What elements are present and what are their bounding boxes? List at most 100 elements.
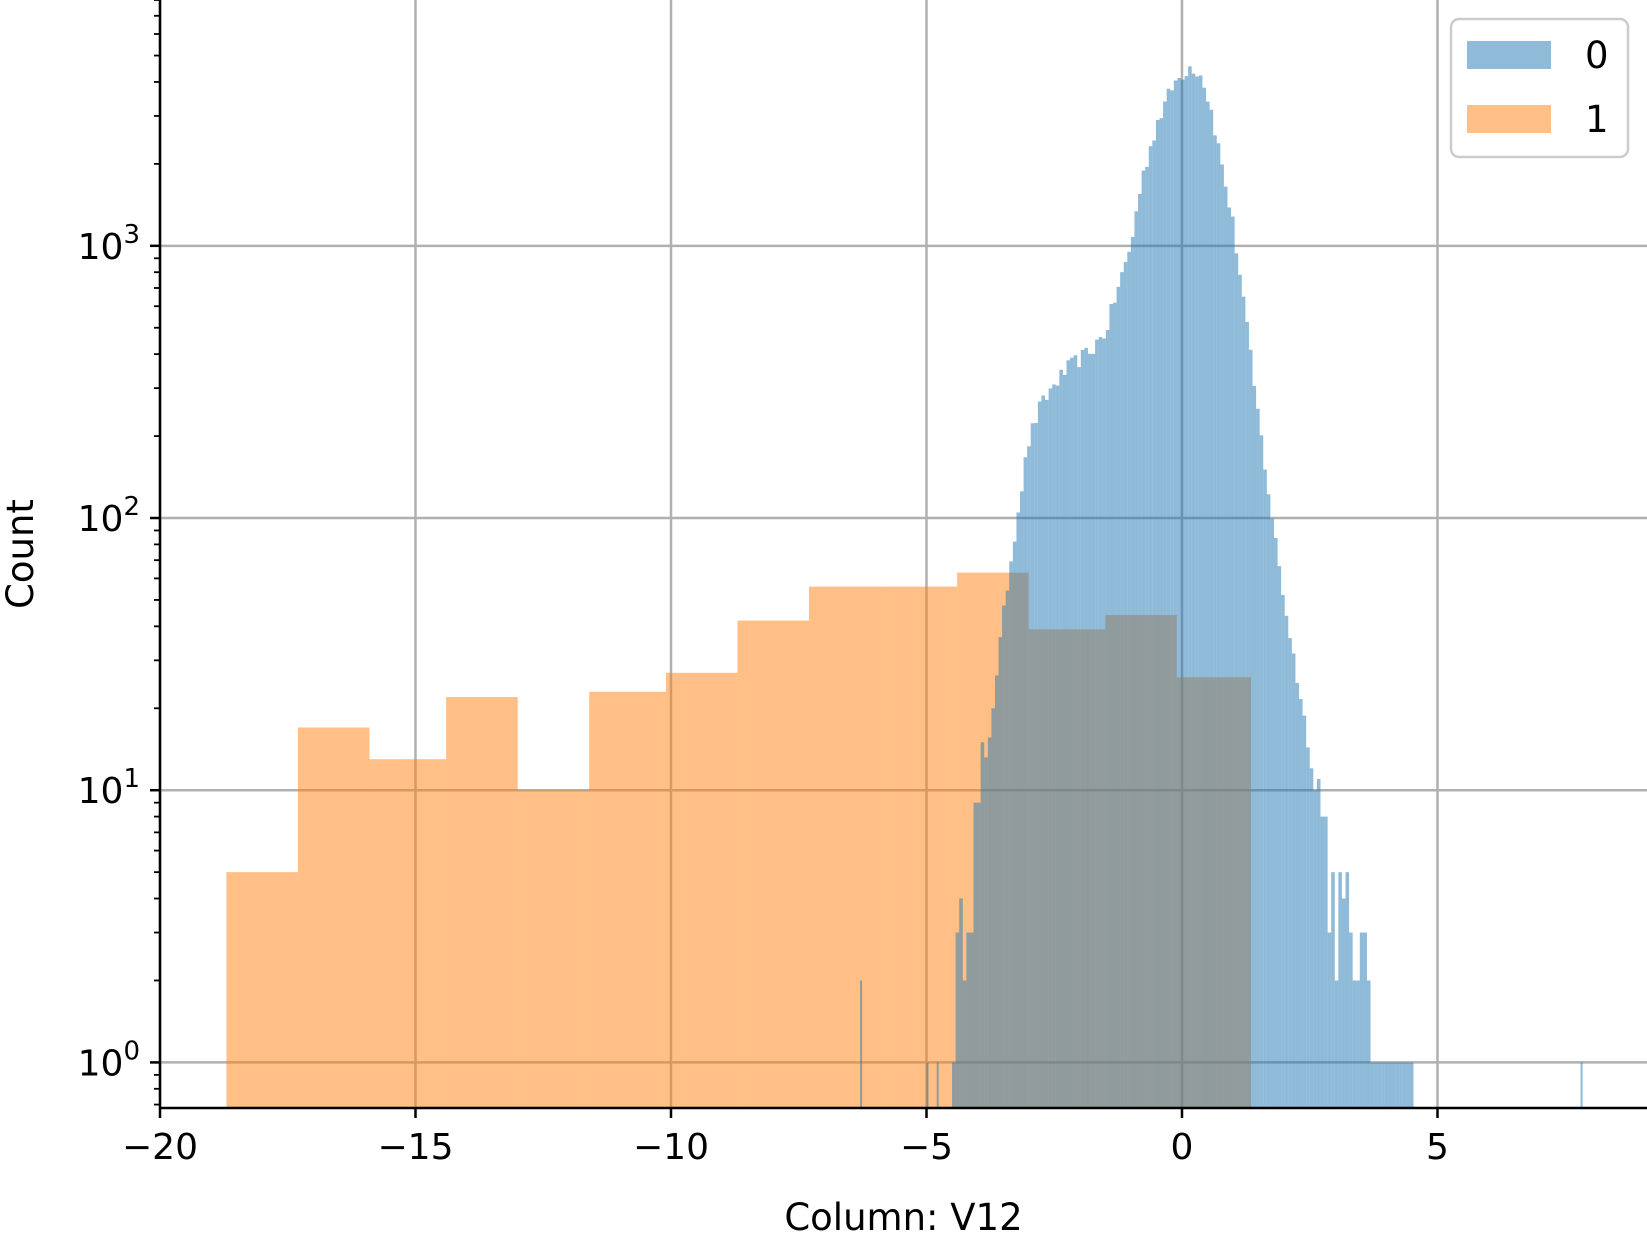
- histogram-bar-series-0: [1062, 374, 1067, 1108]
- histogram-bar-series-0: [1037, 401, 1042, 1109]
- x-tick-label: −10: [633, 1127, 709, 1168]
- histogram-bar-series-0: [1338, 872, 1342, 1108]
- histogram-bar-series-0: [994, 675, 999, 1108]
- histogram-bar-series-0: [1259, 435, 1264, 1109]
- histogram-bar-series-0: [1188, 66, 1192, 1108]
- histogram-bar-series-0: [1102, 338, 1106, 1108]
- histogram-bar-series-0: [1341, 898, 1346, 1108]
- histogram-bar-series-0: [1173, 80, 1178, 1109]
- histogram-bar-series-0: [1220, 164, 1224, 1108]
- histogram-bar-series-0: [1034, 423, 1038, 1108]
- histogram-bar-series-0: [1138, 193, 1142, 1109]
- histogram-bar-series-0: [969, 932, 974, 1108]
- histogram-bar-series-0: [1087, 353, 1092, 1108]
- histogram-bar-series-0: [1113, 302, 1117, 1108]
- histogram-bar-series-0: [1195, 76, 1199, 1108]
- histogram-bar-series-0: [1349, 932, 1353, 1108]
- histogram-bar-series-0: [1327, 932, 1332, 1108]
- histogram-bar-series-0: [1288, 638, 1292, 1108]
- histogram-bar-series-0: [1105, 329, 1110, 1109]
- x-tick-label: 5: [1426, 1127, 1449, 1168]
- histogram-bar-series-0: [1309, 768, 1314, 1108]
- histogram-bar-series-0: [1059, 369, 1063, 1108]
- legend-label-series-1: 1: [1585, 98, 1609, 141]
- histogram-bar-series-0: [1077, 367, 1081, 1108]
- histogram-bar-series-1: [665, 672, 738, 1108]
- histogram-bar-series-0: [1299, 698, 1303, 1108]
- histogram-bar-series-0: [1377, 1062, 1382, 1108]
- histogram-bar-series-0: [1252, 385, 1257, 1109]
- histogram-bar-series-0: [1302, 715, 1307, 1108]
- histogram-bar-series-0: [1020, 491, 1024, 1108]
- x-tick-label: −5: [900, 1127, 953, 1168]
- histogram-bar-series-0: [936, 1062, 939, 1108]
- histogram-bar-series-1: [737, 620, 809, 1108]
- histogram-bar-series-0: [1170, 90, 1174, 1108]
- histogram-bar-series-0: [1070, 357, 1074, 1108]
- histogram-bar-series-0: [1273, 537, 1278, 1108]
- histogram-bar-series-0: [962, 980, 967, 1108]
- legend-label-series-0: 0: [1585, 34, 1609, 77]
- histogram-bar-series-0: [1198, 75, 1203, 1109]
- histogram-bar-series-0: [1123, 261, 1128, 1109]
- histogram-bar-series-0: [1030, 423, 1035, 1108]
- x-tick-label: −20: [122, 1127, 198, 1168]
- histogram-bar-series-0: [1223, 186, 1228, 1108]
- histogram-bar-series-0: [1055, 385, 1060, 1108]
- histogram-bar-series-0: [1109, 304, 1114, 1109]
- histogram-bar-series-0: [1191, 73, 1196, 1108]
- x-tick-label: 0: [1171, 1127, 1194, 1168]
- histogram-bar-series-1: [808, 586, 886, 1108]
- histogram-bar-series-0: [1306, 747, 1310, 1108]
- histogram-bar-series-0: [1066, 360, 1071, 1109]
- histogram-bar-series-0: [955, 932, 960, 1108]
- histogram-bar-series-0: [984, 757, 988, 1108]
- histogram-bar-series-0: [1331, 872, 1335, 1108]
- histogram-bar-series-0: [1313, 790, 1317, 1108]
- histogram-bar-series-0: [1345, 872, 1350, 1108]
- histogram-bar-series-0: [1359, 932, 1364, 1108]
- histogram-bar-series-0: [1177, 78, 1181, 1109]
- histogram-bar-series-0: [998, 637, 1003, 1108]
- histogram-bar-series-0: [1152, 140, 1156, 1109]
- histogram-bar-series-0: [1238, 274, 1242, 1108]
- histogram-bar-series-0: [1027, 446, 1031, 1108]
- histogram-bar-series-0: [1005, 590, 1010, 1108]
- histogram-bar-series-0: [1277, 566, 1282, 1108]
- histogram-bar-series-0: [1392, 1062, 1396, 1108]
- histogram-bar-series-0: [1395, 1062, 1400, 1108]
- y-tick-label: 102: [78, 492, 140, 540]
- histogram-bar-series-0: [1180, 79, 1185, 1108]
- histogram-bar-series-0: [1206, 101, 1210, 1108]
- histogram-bar-series-0: [1284, 615, 1289, 1108]
- legend: 0 1: [1449, 17, 1630, 159]
- axes: [158, 0, 1647, 1110]
- histogram-bar-series-0: [1388, 1062, 1393, 1108]
- histogram-bar-series-0: [1098, 337, 1103, 1108]
- histogram-bar-series-0: [1052, 384, 1056, 1108]
- histogram-bar-series-0: [1334, 980, 1339, 1108]
- histogram-bar-series-0: [1245, 321, 1249, 1108]
- x-axis-label: Column: V12: [784, 1196, 1022, 1238]
- histogram-bar-series-0: [1399, 1062, 1403, 1108]
- histogram-bar-series-0: [1048, 388, 1053, 1109]
- legend-swatch-series-0: [1467, 41, 1551, 69]
- histogram-bar-series-0: [1116, 286, 1121, 1109]
- histogram-bar-series-0: [1155, 119, 1160, 1108]
- histogram-bar-series-0: [959, 898, 963, 1108]
- histogram-bar-series-0: [1256, 408, 1260, 1108]
- histogram-bar-series-0: [1270, 518, 1274, 1108]
- histogram-bar-series-0: [1141, 170, 1146, 1108]
- histogram-bar-series-0: [952, 1062, 956, 1108]
- histogram-bar-series-0: [1213, 135, 1217, 1109]
- ticks: −20 −15 −10 −5 0 5 100 101 102 103: [78, 0, 1449, 1168]
- histogram-bar-series-0: [1073, 355, 1078, 1108]
- y-tick-label: 103: [78, 220, 140, 268]
- histogram-bar-series-0: [1234, 253, 1239, 1108]
- histogram-bar-series-0: [1384, 1062, 1389, 1108]
- histogram-bar-series-0: [1134, 211, 1139, 1109]
- histogram-bar-series-0: [1406, 1062, 1410, 1108]
- y-axis-label: Count: [0, 499, 42, 609]
- histogram-bar-series-0: [1163, 101, 1167, 1109]
